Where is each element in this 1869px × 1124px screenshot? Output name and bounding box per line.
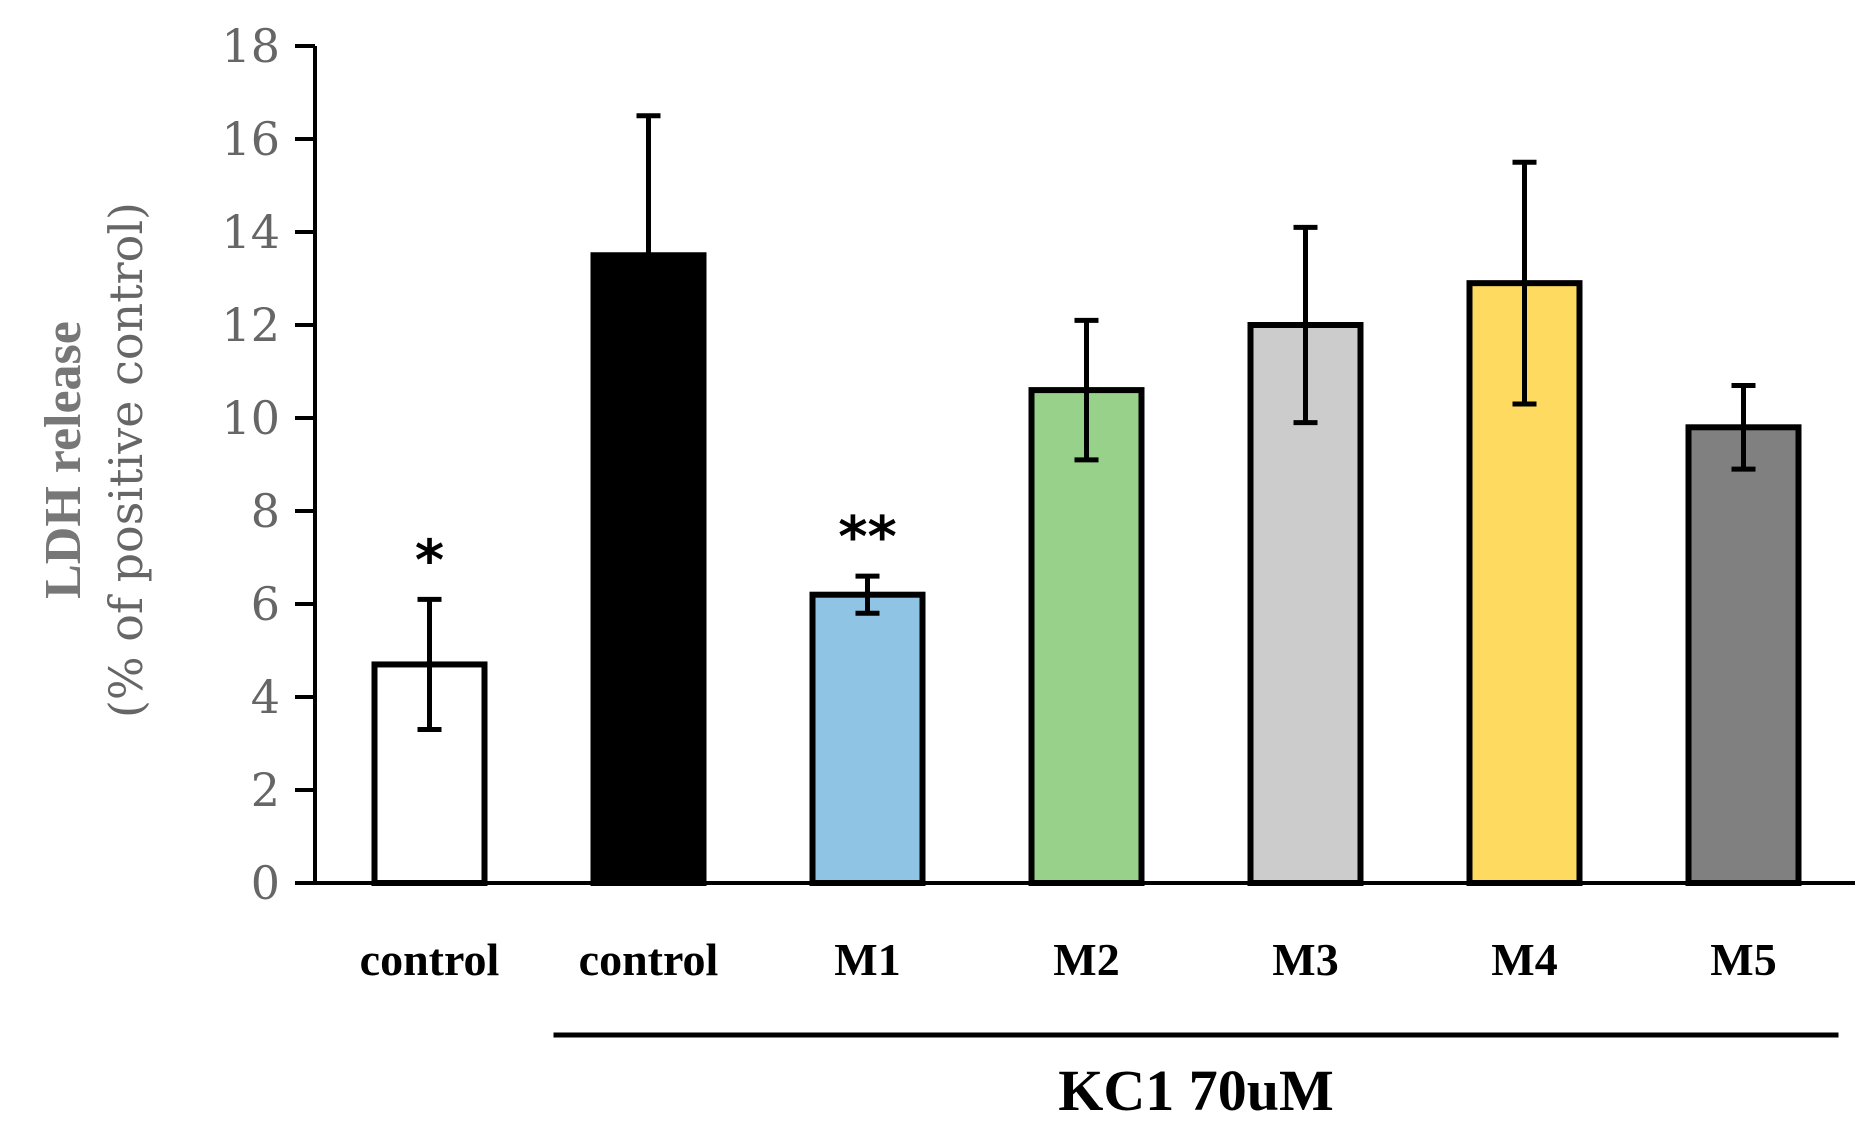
- bar-M5: [1685, 424, 1802, 886]
- significance-marker: **: [838, 505, 897, 570]
- significance-marker: *: [415, 528, 444, 593]
- y-axis-title-sub: (% of positive control): [99, 202, 153, 718]
- category-label: control: [360, 934, 500, 985]
- category-label: control: [579, 934, 719, 985]
- y-axis-title-main: LDH release: [35, 321, 92, 599]
- y-tick-label: 16: [221, 112, 280, 166]
- axes: [295, 46, 1855, 885]
- y-tick-label: 4: [251, 670, 280, 724]
- y-tick-label: 8: [251, 484, 280, 538]
- category-label: M3: [1272, 934, 1338, 985]
- category-label: M2: [1053, 934, 1119, 985]
- y-tick-label: 14: [221, 205, 280, 259]
- y-tick-label: 6: [251, 577, 280, 631]
- category-label: M4: [1491, 934, 1557, 985]
- bar-M2: [1028, 387, 1145, 886]
- y-axis-title: LDH release (% of positive control): [35, 202, 153, 718]
- y-tick-label: 10: [221, 391, 280, 445]
- category-label: M5: [1710, 934, 1776, 985]
- y-tick-label: 18: [221, 19, 280, 73]
- bar-M1: [809, 591, 926, 886]
- y-tick-label: 12: [221, 298, 280, 352]
- category-label: M1: [834, 934, 900, 985]
- group-label: KC1 70uM: [1058, 1058, 1334, 1123]
- category-labels: control control M1 M2 M3 M4 M5: [360, 934, 1777, 985]
- bars: * **: [371, 113, 1802, 887]
- y-tick-label: 2: [251, 763, 280, 817]
- y-tick-label: 0: [251, 856, 280, 910]
- y-axis-ticks: 0 2 4 6 8 10 12 14 16 18: [221, 19, 315, 910]
